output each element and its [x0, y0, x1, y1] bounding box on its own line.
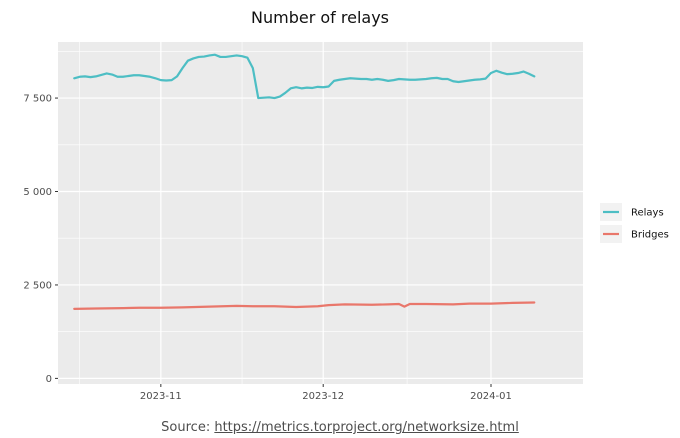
x-axis: 2023-11 2023-12 2024-01 — [140, 384, 512, 402]
plot-panel — [58, 42, 583, 384]
x-tick-label: 2023-11 — [140, 391, 182, 402]
legend-label-bridges: Bridges — [631, 230, 669, 241]
series-line-bridges — [73, 301, 536, 310]
legend: Relays Bridges — [600, 203, 669, 243]
x-tick-label: 2023-12 — [302, 391, 344, 402]
y-tick-label: 2 500 — [23, 280, 52, 291]
y-tick-label: 5 000 — [23, 187, 52, 198]
grid-minor — [58, 42, 583, 384]
legend-label-relays: Relays — [631, 208, 664, 219]
source-link[interactable]: https://metrics.torproject.org/networksi… — [214, 420, 519, 435]
series-layer — [73, 53, 536, 310]
chart-title: Number of relays — [251, 8, 389, 27]
y-tick-label: 7 500 — [23, 94, 52, 105]
grid-major — [58, 42, 583, 384]
y-axis: 0 2 500 5 000 7 500 — [23, 94, 58, 385]
x-tick-label: 2024-01 — [470, 391, 512, 402]
source-prefix: Source: — [161, 420, 215, 435]
y-tick-label: 0 — [46, 374, 52, 385]
series-line-relays — [73, 53, 536, 100]
source-note: Source: https://metrics.torproject.org/n… — [0, 420, 680, 435]
